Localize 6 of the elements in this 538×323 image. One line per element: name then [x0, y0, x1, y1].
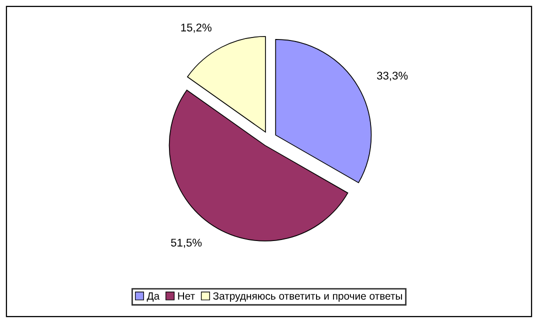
legend-label: Нет [178, 292, 195, 300]
legend-label: Да [146, 292, 160, 302]
data-label: 51,5% [171, 238, 202, 248]
data-label: 33,3% [376, 72, 408, 81]
legend-label: Затрудняюсь ответить и прочие ответы [213, 292, 402, 302]
data-label: 15,2% [181, 24, 212, 33]
